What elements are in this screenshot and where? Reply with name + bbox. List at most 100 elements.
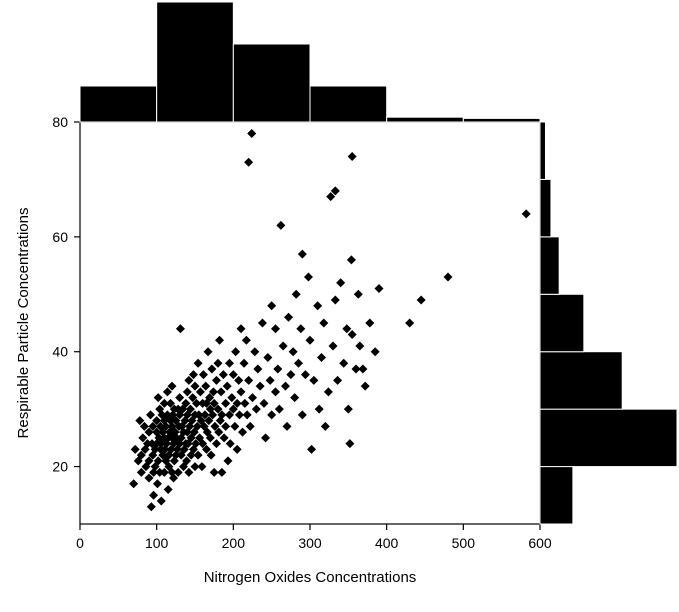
- scatter-point: [304, 273, 313, 282]
- y-tick-label: 20: [52, 459, 68, 475]
- scatter-point: [301, 370, 310, 379]
- scatter-point: [321, 422, 330, 431]
- scatter-point: [313, 301, 322, 310]
- scatter-point: [149, 491, 158, 500]
- scatter-point: [417, 296, 426, 305]
- scatter-point: [319, 319, 328, 328]
- scatter-point: [131, 445, 140, 454]
- scatter-point: [298, 410, 307, 419]
- scatter-point: [240, 399, 249, 408]
- scatter-point: [240, 359, 249, 368]
- scatter-point: [290, 393, 299, 402]
- x-axis-title: Nitrogen Oxides Concentrations: [204, 569, 417, 586]
- scatter-point: [522, 209, 531, 218]
- scatter-point: [248, 393, 257, 402]
- scatter-point: [306, 336, 315, 345]
- scatter-point: [275, 405, 284, 414]
- scatter-point: [347, 255, 356, 264]
- scatter-point: [307, 445, 316, 454]
- scatter-point: [267, 410, 276, 419]
- scatter-point: [244, 158, 253, 167]
- top-hist-bar: [463, 118, 540, 122]
- scatter-point: [286, 370, 295, 379]
- scatter-point: [215, 336, 224, 345]
- right-hist-bar: [540, 294, 584, 351]
- scatter-point: [292, 290, 301, 299]
- scatter-point: [273, 364, 282, 373]
- right-hist-bar: [540, 467, 573, 524]
- x-tick-label: 0: [76, 535, 84, 551]
- scatter-point: [207, 364, 216, 373]
- scatter-point: [223, 382, 232, 391]
- scatter-point: [247, 129, 256, 138]
- scatter-points: [129, 129, 531, 511]
- right-hist-bar: [540, 179, 551, 236]
- scatter-point: [221, 422, 230, 431]
- x-tick-label: 600: [528, 535, 552, 551]
- scatter-point: [258, 319, 267, 328]
- top-hist-bar: [233, 44, 310, 122]
- scatter-point: [336, 278, 345, 287]
- scatter-point: [253, 364, 262, 373]
- scatter-point: [405, 319, 414, 328]
- scatter-point: [129, 479, 138, 488]
- x-tick-label: 500: [452, 535, 476, 551]
- scatter-point: [260, 399, 269, 408]
- scatter-point: [271, 324, 280, 333]
- scatter-point: [227, 393, 236, 402]
- scatter-point: [267, 301, 276, 310]
- scatter-point: [199, 370, 208, 379]
- scatter-point: [217, 387, 226, 396]
- scatter-point: [157, 497, 166, 506]
- scatter-point: [371, 347, 380, 356]
- scatter-point: [235, 410, 244, 419]
- scatter-point: [348, 330, 357, 339]
- right-marginal-histogram: [540, 122, 677, 524]
- scatter-point: [176, 324, 185, 333]
- scatter-point: [191, 382, 200, 391]
- scatter-point: [220, 433, 229, 442]
- scatter-point: [289, 347, 298, 356]
- scatter-point: [333, 376, 342, 385]
- scatter-point: [344, 405, 353, 414]
- scatter-point: [271, 387, 280, 396]
- scatter-point: [250, 347, 259, 356]
- scatter-point: [196, 387, 205, 396]
- scatter-point: [345, 439, 354, 448]
- top-hist-bar: [80, 86, 157, 122]
- scatter-point: [237, 387, 246, 396]
- scatter-point: [183, 387, 192, 396]
- scatter-point: [309, 376, 318, 385]
- y-axis-title: Respirable Particle Concentrations: [15, 208, 32, 439]
- scatter-point: [244, 376, 253, 385]
- scatter-point: [444, 273, 453, 282]
- scatter-point: [324, 387, 333, 396]
- scatter-point: [147, 502, 156, 511]
- scatter-point: [210, 468, 219, 477]
- scatter-point: [339, 359, 348, 368]
- scatter-point: [266, 376, 275, 385]
- scatter-point: [342, 324, 351, 333]
- scatter-point: [230, 422, 239, 431]
- scatter-point: [243, 410, 252, 419]
- y-tick-label: 60: [52, 229, 68, 245]
- scatter-point: [184, 468, 193, 477]
- scatter-point: [223, 456, 232, 465]
- scatter-point: [231, 347, 240, 356]
- scatter-point: [298, 250, 307, 259]
- scatter-point: [355, 341, 364, 350]
- scatter-point: [238, 428, 247, 437]
- x-tick-label: 300: [298, 535, 322, 551]
- chart-figure: 010020030040050060020406080Nitrogen Oxid…: [0, 0, 679, 612]
- scatter-point: [197, 462, 206, 471]
- scatter-point: [252, 405, 261, 414]
- top-marginal-histogram: [80, 2, 540, 122]
- scatter-point: [217, 468, 226, 477]
- right-hist-bar: [540, 237, 559, 294]
- scatter-point: [279, 341, 288, 350]
- scatter-point: [219, 370, 228, 379]
- scatter-point: [358, 364, 367, 373]
- scatter-point: [315, 405, 324, 414]
- scatter-point: [212, 439, 221, 448]
- right-hist-bar: [540, 409, 677, 466]
